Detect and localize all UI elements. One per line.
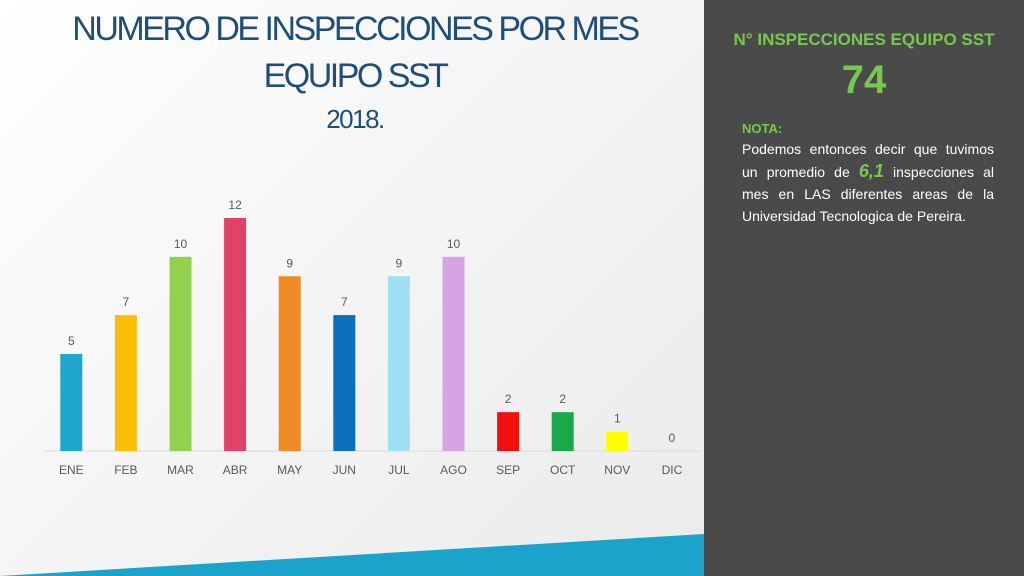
note-label: NOTA: (742, 121, 783, 136)
bar-feb (114, 315, 137, 451)
data-label-jun: 7 (341, 295, 348, 309)
data-label-oct: 2 (559, 392, 566, 406)
bar-chart: 5ENE7FEB10MAR12ABR9MAY7JUN9JUL10AGO2SEP2… (44, 198, 700, 477)
tick-label-ene: ENE (59, 463, 84, 477)
data-label-nov: 1 (614, 412, 621, 426)
bar-abr (224, 218, 247, 451)
tick-label-mar: MAR (167, 463, 194, 477)
panel-heading: N° INSPECCIONES EQUIPO SST (733, 30, 995, 49)
data-label-may: 9 (286, 256, 293, 270)
bar-nov (606, 431, 629, 451)
bar-ago (442, 256, 465, 451)
bar-ene (60, 353, 83, 451)
data-label-abr: 12 (228, 198, 242, 212)
info-panel: N° INSPECCIONES EQUIPO SST 74 NOTA: Pode… (704, 0, 1024, 576)
chart-title-year: 2018. (326, 104, 385, 134)
note-text: Podemos entonces decir que tuvimos un pr… (742, 138, 994, 227)
bar-oct (551, 412, 574, 451)
data-label-sep: 2 (505, 392, 512, 406)
data-label-feb: 7 (123, 295, 130, 309)
data-label-ene: 5 (68, 334, 75, 348)
tick-label-nov: NOV (604, 463, 630, 477)
tick-label-feb: FEB (114, 463, 137, 477)
chart-title-line2: EQUIPO SST (263, 57, 449, 95)
data-label-mar: 10 (174, 237, 188, 251)
data-label-ago: 10 (447, 237, 461, 251)
tick-label-jun: JUN (333, 463, 356, 477)
data-label-jul: 9 (396, 256, 403, 270)
tick-label-jul: JUL (388, 463, 410, 477)
tick-label-abr: ABR (223, 463, 248, 477)
tick-label-dic: DIC (662, 463, 683, 477)
tick-label-oct: OCT (550, 463, 576, 477)
note-text-start: Podemos entonces decir que tuvimos un pr… (742, 141, 994, 180)
total-inspections: 74 (841, 58, 887, 102)
bar-sep (497, 412, 520, 451)
bar-mar (169, 256, 192, 451)
note-text-end: inspecciones al mes en LAS diferentes ar… (742, 164, 994, 224)
bar-jul (387, 276, 410, 451)
bar-jun (333, 315, 356, 451)
tick-label-sep: SEP (496, 463, 520, 477)
average-highlight: 6,1 (858, 161, 884, 181)
data-label-dic: 0 (669, 431, 676, 445)
tick-label-may: MAY (277, 463, 302, 477)
tick-label-ago: AGO (440, 463, 467, 477)
chart-title-line1: NUMERO DE INSPECCIONES POR MES (72, 10, 640, 48)
bar-may (278, 276, 301, 451)
